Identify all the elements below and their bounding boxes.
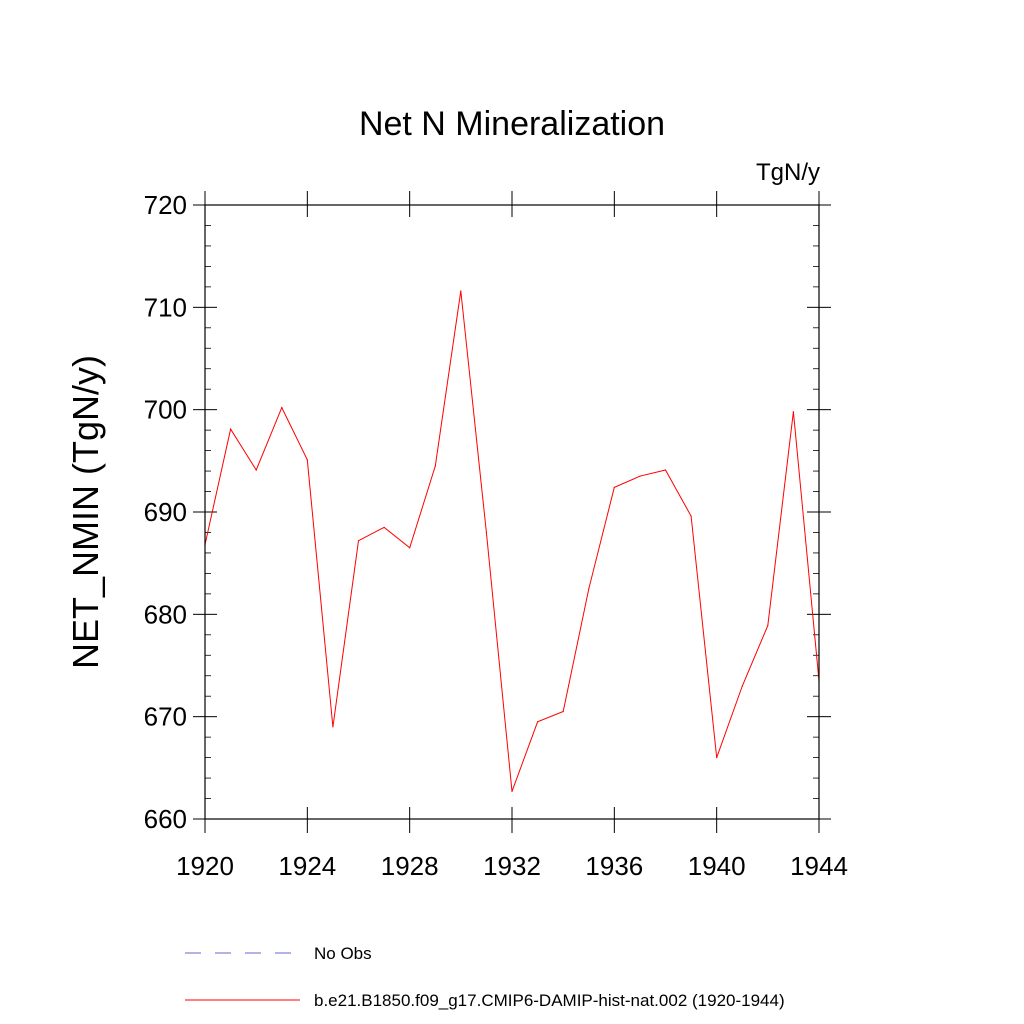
- y-tick-label: 660: [144, 804, 187, 834]
- data-point: [613, 486, 615, 488]
- x-tick-label: 1932: [483, 851, 541, 881]
- x-tick-label: 1940: [688, 851, 746, 881]
- data-point: [537, 721, 539, 723]
- data-point: [255, 469, 257, 471]
- data-point: [690, 515, 692, 517]
- data-point: [792, 411, 795, 413]
- y-tick-label: 710: [144, 292, 187, 322]
- data-point: [716, 757, 718, 759]
- y-tick-label: 680: [144, 599, 187, 629]
- data-point: [434, 465, 436, 467]
- data-point: [562, 710, 564, 713]
- axis-ticks: [193, 191, 831, 833]
- data-point: [664, 469, 667, 471]
- legend: No Obs b.e21.B1850.f09_g17.CMIP6-DAMIP-h…: [185, 944, 785, 1010]
- data-point: [741, 685, 743, 687]
- y-tick-label: 670: [144, 702, 187, 732]
- data-point: [409, 547, 411, 549]
- data-point: [588, 588, 590, 590]
- tick-labels: 660 670 680 690 700 710 720 1920 1924 1928 1932 193…: [144, 190, 848, 881]
- data-point: [332, 726, 334, 728]
- data-point: [485, 531, 487, 534]
- data-point: [767, 625, 769, 627]
- series-layer: [204, 290, 820, 793]
- y-tick-label: 700: [144, 395, 187, 425]
- plot-frame: [204, 204, 820, 820]
- data-point: [281, 407, 283, 409]
- x-tick-label: 1928: [381, 851, 439, 881]
- x-tick-label: 1936: [585, 851, 643, 881]
- series-line: [204, 290, 820, 792]
- legend-label-no-obs: No Obs: [314, 944, 372, 963]
- legend-label-series: b.e21.B1850.f09_g17.CMIP6-DAMIP-hist-nat…: [314, 991, 785, 1010]
- data-point: [460, 290, 462, 292]
- x-tick-label: 1920: [176, 851, 234, 881]
- data-point: [511, 790, 513, 793]
- y-tick-label: 690: [144, 497, 187, 527]
- data-point: [230, 428, 232, 430]
- y-tick-label: 720: [144, 190, 187, 220]
- units-label: TgN/y: [756, 159, 820, 186]
- x-tick-label: 1924: [278, 851, 336, 881]
- data-point: [639, 475, 641, 477]
- data-point: [306, 459, 308, 461]
- y-axis-label: NET_NMIN (TgN/y): [65, 355, 106, 669]
- chart-title: Net N Mineralization: [359, 105, 665, 143]
- data-point: [357, 540, 360, 542]
- data-point: [383, 526, 385, 529]
- x-tick-label: 1944: [790, 851, 848, 881]
